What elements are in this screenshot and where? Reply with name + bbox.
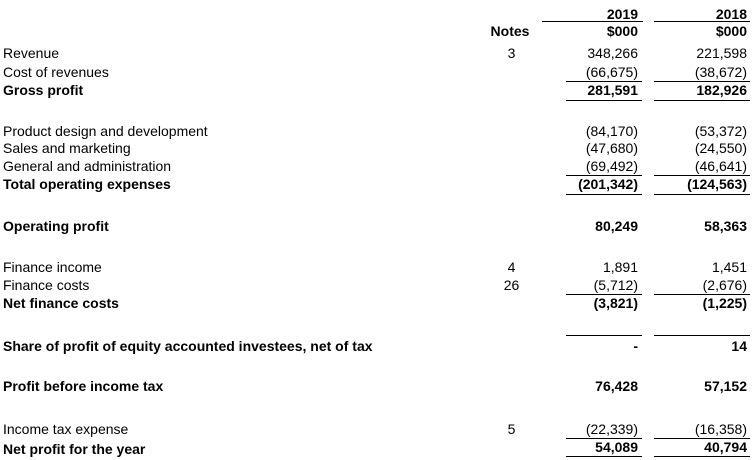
- operating-profit-2019: 80,249: [595, 218, 638, 234]
- rule-net-bottom-2018: [654, 456, 750, 457]
- total-opex-2018: (124,563): [687, 176, 747, 192]
- net-finance-costs-2019: (3,821): [593, 295, 638, 311]
- sales-marketing-label: Sales and marketing: [3, 140, 131, 156]
- cost-of-revenues-2019: (66,675): [585, 64, 638, 80]
- header-rule-2018: [654, 21, 750, 22]
- rule-opex-2019: [566, 175, 642, 176]
- product-design-2019: (84,170): [585, 123, 638, 139]
- gross-profit-2019: 281,591: [587, 82, 638, 98]
- rule-net-bottom-2019: [566, 456, 642, 457]
- operating-profit-label: Operating profit: [3, 218, 109, 234]
- finance-costs-2018: (2,676): [702, 277, 747, 293]
- income-tax-note: 5: [507, 421, 516, 437]
- net-profit-label: Net profit for the year: [3, 441, 146, 457]
- net-profit-2018: 40,794: [704, 439, 747, 455]
- rule-net-2018: [654, 438, 750, 439]
- product-design-2018: (53,372): [694, 123, 747, 139]
- finance-income-label: Finance income: [3, 259, 102, 275]
- operating-profit-2018: 58,363: [704, 218, 747, 234]
- rule-net-2019: [566, 438, 642, 439]
- finance-income-note: 4: [507, 259, 516, 275]
- product-design-label: Product design and development: [3, 123, 208, 139]
- finance-income-2018: 1,451: [711, 259, 747, 275]
- rule-gross-bottom-2019: [566, 100, 642, 101]
- rule-gross-2018: [654, 81, 750, 82]
- share-of-profit-2019: -: [633, 338, 638, 354]
- revenue-2018: 221,598: [696, 45, 747, 61]
- income-tax-2018: (16,358): [694, 421, 747, 437]
- finance-costs-2019: (5,712): [593, 277, 638, 293]
- net-profit-2019: 54,089: [595, 439, 638, 455]
- cost-of-revenues-label: Cost of revenues: [3, 64, 109, 80]
- gross-profit-label: Gross profit: [3, 82, 84, 98]
- sales-marketing-2018: (24,550): [694, 140, 747, 156]
- income-tax-label: Income tax expense: [3, 421, 129, 437]
- general-admin-2019: (69,492): [585, 158, 638, 174]
- profit-before-tax-label: Profit before income tax: [3, 378, 164, 394]
- revenue-label: Revenue: [3, 45, 60, 61]
- year-2018-header: 2018: [715, 6, 747, 22]
- unit-2018-header: $000: [715, 23, 747, 39]
- total-opex-2019: (201,342): [578, 176, 638, 192]
- profit-before-tax-2019: 76,428: [595, 378, 638, 394]
- rule-finance-2018: [654, 294, 750, 295]
- cost-of-revenues-2018: (38,672): [694, 64, 747, 80]
- rule-gross-2019: [566, 81, 642, 82]
- rule-finance-2019: [566, 294, 642, 295]
- net-finance-costs-label: Net finance costs: [3, 295, 119, 311]
- rule-opex-bottom-2018: [654, 194, 750, 195]
- general-admin-2018: (46,641): [694, 158, 747, 174]
- gross-profit-2018: 182,926: [696, 82, 747, 98]
- finance-costs-note: 26: [503, 277, 520, 293]
- year-2019-header: 2019: [606, 6, 638, 22]
- general-admin-label: General and administration: [3, 158, 172, 174]
- unit-2019-header: $000: [606, 23, 638, 39]
- profit-before-tax-2018: 57,152: [704, 378, 747, 394]
- notes-header: Notes: [490, 23, 530, 39]
- rule-opex-bottom-2019: [566, 194, 642, 195]
- income-tax-2019: (22,339): [585, 421, 638, 437]
- rule-gross-bottom-2018: [654, 100, 750, 101]
- share-of-profit-label: Share of profit of equity accounted inve…: [3, 338, 373, 354]
- sales-marketing-2019: (47,680): [585, 140, 638, 156]
- revenue-note: 3: [507, 45, 516, 61]
- finance-income-2019: 1,891: [602, 259, 638, 275]
- total-opex-label: Total operating expenses: [3, 176, 171, 192]
- header-rule-2019: [542, 21, 643, 22]
- rule-share-2019: [566, 335, 642, 336]
- revenue-2019: 348,266: [587, 45, 638, 61]
- net-finance-costs-2018: (1,225): [702, 295, 747, 311]
- rule-opex-2018: [654, 175, 750, 176]
- finance-costs-label: Finance costs: [3, 277, 90, 293]
- rule-share-2018: [654, 335, 750, 336]
- share-of-profit-2018: 14: [731, 338, 747, 354]
